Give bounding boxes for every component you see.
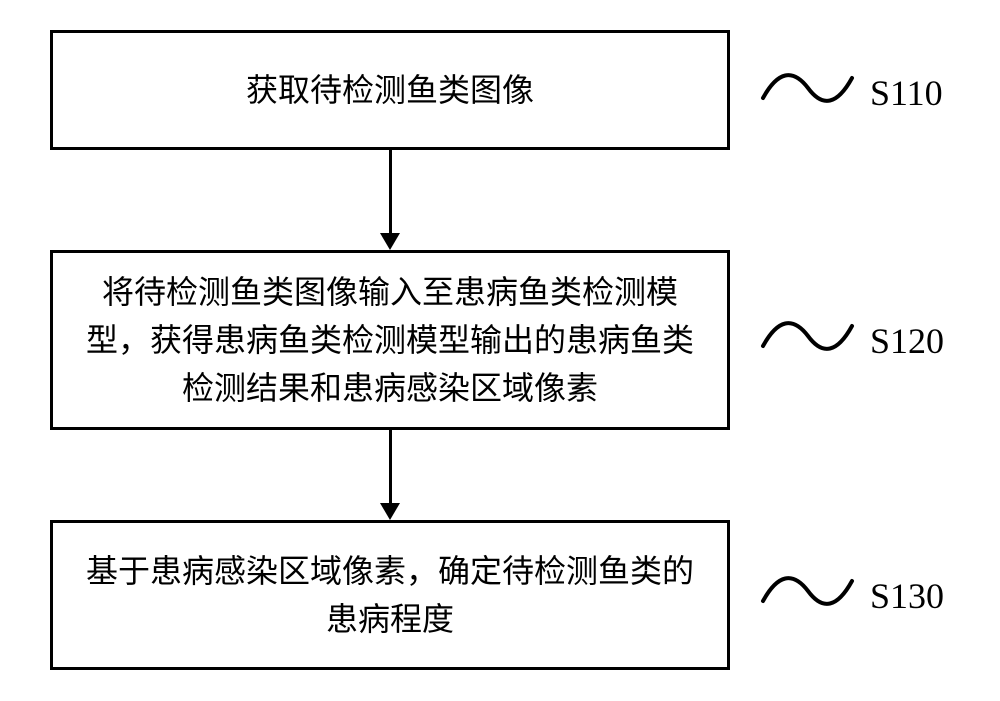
arrow-line-0 <box>389 150 392 236</box>
arrow-line-1 <box>389 430 392 506</box>
step-label-s110: S110 <box>870 72 943 114</box>
arrow-head-0 <box>380 233 400 250</box>
arrow-head-1 <box>380 503 400 520</box>
connector-tilde <box>760 308 855 363</box>
step-text: 基于患病感染区域像素，确定待检测鱼类的患病程度 <box>73 547 707 643</box>
step-label-s120: S120 <box>870 320 944 362</box>
connector-tilde <box>760 563 855 618</box>
step-box-s110: 获取待检测鱼类图像 <box>50 30 730 150</box>
step-text: 获取待检测鱼类图像 <box>246 66 534 114</box>
connector-tilde <box>760 60 855 115</box>
step-box-s120: 将待检测鱼类图像输入至患病鱼类检测模型，获得患病鱼类检测模型输出的患病鱼类检测结… <box>50 250 730 430</box>
step-box-s130: 基于患病感染区域像素，确定待检测鱼类的患病程度 <box>50 520 730 670</box>
flowchart-canvas: 获取待检测鱼类图像 S110 将待检测鱼类图像输入至患病鱼类检测模型，获得患病鱼类… <box>0 0 1000 701</box>
step-text: 将待检测鱼类图像输入至患病鱼类检测模型，获得患病鱼类检测模型输出的患病鱼类检测结… <box>73 268 707 412</box>
step-label-s130: S130 <box>870 575 944 617</box>
